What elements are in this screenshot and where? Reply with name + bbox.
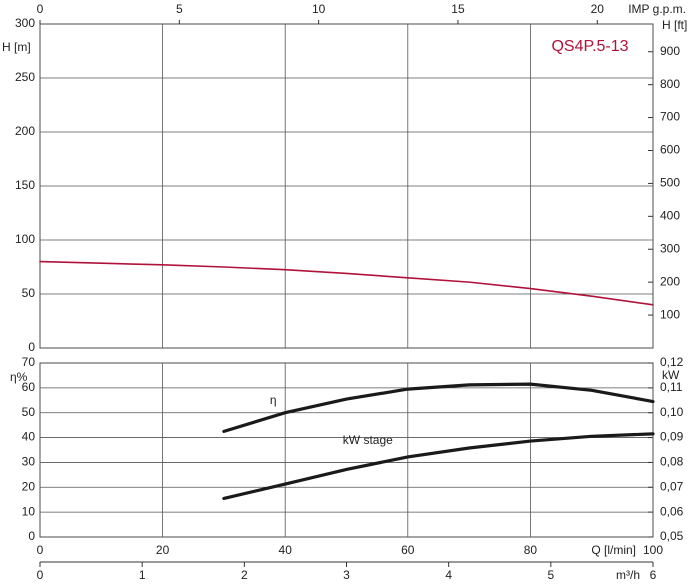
x-tick-label: 60 xyxy=(401,543,415,557)
plot-frame xyxy=(39,362,654,538)
y-axis-label: H [m] xyxy=(2,40,31,54)
y2-tick-label: 400 xyxy=(660,208,680,222)
y2-tick-label: 0,06 xyxy=(660,504,684,518)
chart-title: QS4P.5-13 xyxy=(551,38,628,55)
x-tick-label: 40 xyxy=(279,543,293,557)
y-tick-label: 150 xyxy=(15,178,35,192)
series-label: η xyxy=(270,393,277,407)
y2-tick-label: 900 xyxy=(660,44,680,58)
y2-tick-label: 0,10 xyxy=(660,405,684,419)
x2-tick-label: 15 xyxy=(451,2,465,16)
x2-tick-label: 2 xyxy=(241,568,248,582)
x-axis-label: Q [l/min] xyxy=(591,543,636,557)
y2-tick-label: 0,08 xyxy=(660,455,684,469)
x2-axis-label: IMP g.p.m. xyxy=(628,2,686,16)
y2-tick-label: 0,09 xyxy=(660,430,684,444)
y-tick-label: 250 xyxy=(15,70,35,84)
x2-axis-label: m³/h xyxy=(616,568,640,582)
y-tick-label: 100 xyxy=(15,232,35,246)
y-tick-label: 50 xyxy=(22,405,36,419)
y-tick-label: 300 xyxy=(15,16,35,30)
x2-tick-label: 4 xyxy=(445,568,452,582)
y2-tick-label: 0,12 xyxy=(660,355,684,369)
x-tick-label: 0 xyxy=(37,543,44,557)
y-tick-label: 0 xyxy=(28,529,35,543)
y2-tick-label: 500 xyxy=(660,176,680,190)
x-tick-label: 20 xyxy=(156,543,170,557)
series-line xyxy=(39,260,654,306)
x2-tick-label: 3 xyxy=(343,568,350,582)
y2-tick-label: 200 xyxy=(660,274,680,288)
y-tick-label: 50 xyxy=(22,286,36,300)
y-tick-label: 30 xyxy=(22,455,36,469)
y-tick-label: 200 xyxy=(15,124,35,138)
y2-axis-label: H [ft] xyxy=(662,18,687,32)
y2-tick-label: 600 xyxy=(660,143,680,157)
x2-tick-label: 5 xyxy=(176,2,183,16)
y-tick-label: 0 xyxy=(28,340,35,354)
x2-tick-label: 6 xyxy=(650,568,657,582)
y2-tick-label: 0,07 xyxy=(660,479,684,493)
y2-axis-label: kW xyxy=(662,368,680,382)
y-axis-label: η% xyxy=(10,370,28,384)
series-line xyxy=(222,432,655,501)
x2-tick-label: 0 xyxy=(37,2,44,16)
series-line xyxy=(222,382,655,433)
y-tick-label: 40 xyxy=(22,430,36,444)
x-tick-label: 100 xyxy=(643,543,663,557)
y2-tick-label: 800 xyxy=(660,77,680,91)
x2-tick-label: 1 xyxy=(139,568,146,582)
y2-tick-label: 0,11 xyxy=(660,380,683,394)
series-label: kW stage xyxy=(343,433,393,447)
x2-tick-label: 10 xyxy=(312,2,326,16)
y-tick-label: 10 xyxy=(22,504,36,518)
y2-tick-label: 300 xyxy=(660,241,680,255)
y-tick-label: 70 xyxy=(22,355,36,369)
x2-tick-label: 0 xyxy=(37,568,44,582)
x-tick-label: 80 xyxy=(524,543,538,557)
y2-tick-label: 0,05 xyxy=(660,529,684,543)
x2-tick-label: 5 xyxy=(547,568,554,582)
x2-tick-label: 20 xyxy=(591,2,605,16)
y2-tick-label: 100 xyxy=(660,307,680,321)
y-tick-label: 20 xyxy=(22,479,36,493)
y-tick-label: 60 xyxy=(22,380,36,394)
y2-tick-label: 700 xyxy=(660,110,680,124)
